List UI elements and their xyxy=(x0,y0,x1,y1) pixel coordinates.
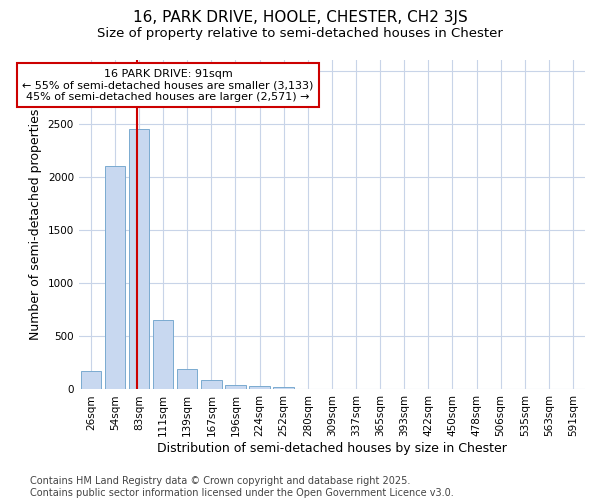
Bar xyxy=(153,320,173,390)
Bar xyxy=(104,166,125,390)
Text: Size of property relative to semi-detached houses in Chester: Size of property relative to semi-detach… xyxy=(97,28,503,40)
Text: 16 PARK DRIVE: 91sqm
← 55% of semi-detached houses are smaller (3,133)
45% of se: 16 PARK DRIVE: 91sqm ← 55% of semi-detac… xyxy=(22,68,314,102)
Y-axis label: Number of semi-detached properties: Number of semi-detached properties xyxy=(29,109,42,340)
Bar xyxy=(274,388,294,390)
Bar xyxy=(129,129,149,390)
Bar xyxy=(201,380,221,390)
Text: Contains HM Land Registry data © Crown copyright and database right 2025.
Contai: Contains HM Land Registry data © Crown c… xyxy=(30,476,454,498)
Bar xyxy=(250,386,270,390)
Bar xyxy=(177,368,197,390)
Bar xyxy=(80,371,101,390)
Bar xyxy=(225,384,245,390)
X-axis label: Distribution of semi-detached houses by size in Chester: Distribution of semi-detached houses by … xyxy=(157,442,507,455)
Text: 16, PARK DRIVE, HOOLE, CHESTER, CH2 3JS: 16, PARK DRIVE, HOOLE, CHESTER, CH2 3JS xyxy=(133,10,467,25)
